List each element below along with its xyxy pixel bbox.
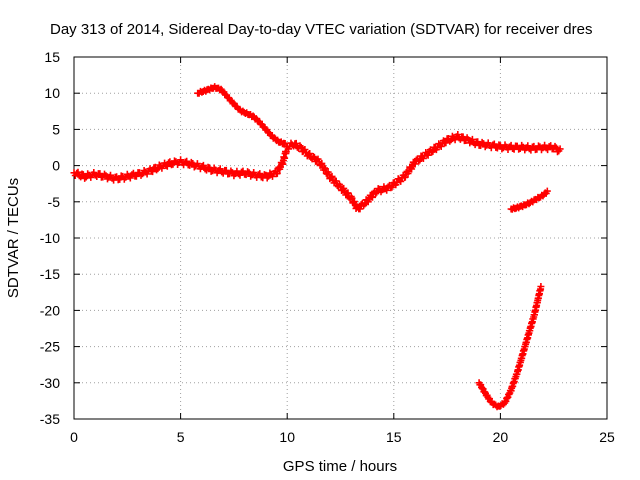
plus-markers-main [70, 131, 564, 213]
grid-layer [74, 57, 607, 419]
y-tick-label: -20 [40, 302, 60, 318]
chart-title: Day 313 of 2014, Sidereal Day-to-day VTE… [50, 21, 592, 38]
tick-layer: 0 5 10 15 20 25 -35 -30 -25 -20 -15 -10 -5 0 5 10 15 [40, 49, 615, 445]
plot-frame [73, 56, 608, 420]
y-tick-label: -10 [40, 230, 60, 246]
y-tick-label: 0 [52, 158, 60, 174]
y-tick-label: -5 [48, 194, 61, 210]
y-tick-label: -25 [40, 339, 60, 355]
x-tick-label: 25 [599, 429, 615, 445]
y-axis-label: SDTVAR / TECUs [5, 178, 22, 298]
y-tick-label: -35 [40, 411, 60, 427]
x-tick-label: 15 [386, 429, 402, 445]
y-tick-label: 5 [52, 121, 60, 137]
plus-markers-branch-upper [194, 83, 289, 148]
data-layer [70, 83, 564, 411]
y-tick-label: 10 [44, 85, 60, 101]
series-main [70, 131, 564, 213]
y-tick-label: 15 [44, 49, 60, 65]
series-branch-right [507, 187, 551, 213]
x-tick-label: 5 [177, 429, 185, 445]
plus-markers-branch-right [507, 187, 551, 213]
series-branch-lower [475, 283, 545, 411]
plus-markers-branch-lower [475, 283, 545, 411]
y-tick-label: -15 [40, 266, 60, 282]
x-tick-label: 10 [279, 429, 295, 445]
series-branch-upper [194, 83, 289, 148]
x-tick-label: 20 [493, 429, 509, 445]
x-axis-label: GPS time / hours [283, 458, 397, 475]
y-tick-label: -30 [40, 375, 60, 391]
x-tick-label: 0 [70, 429, 78, 445]
